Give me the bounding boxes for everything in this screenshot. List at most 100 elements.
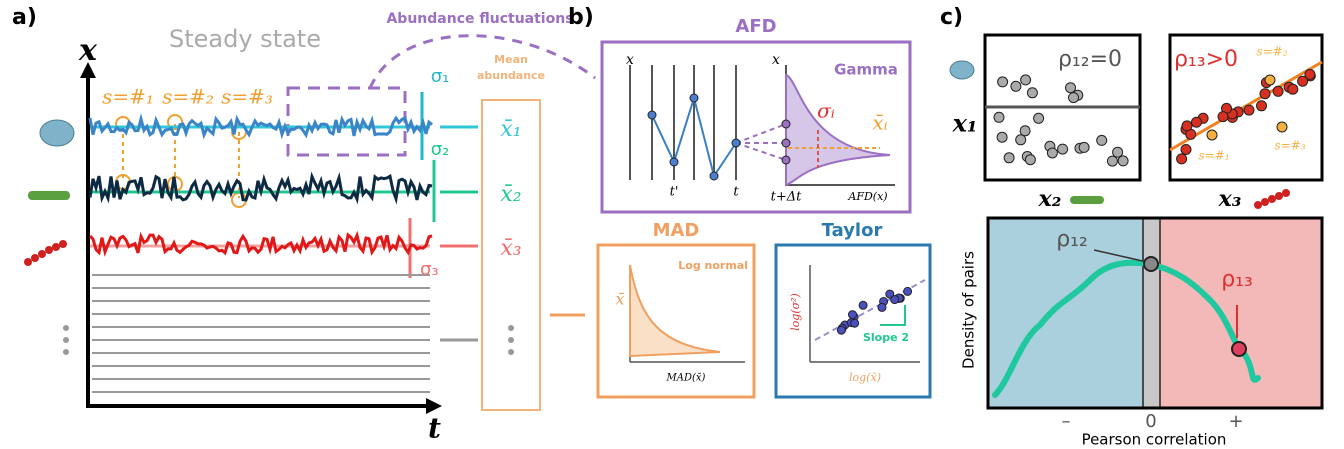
axis-label: log(x̄)	[849, 371, 881, 384]
microbe-icon	[24, 240, 67, 266]
sample-label: s=#₂	[162, 85, 214, 109]
mean-arrows	[440, 125, 585, 342]
mean-label: x̄ᵢ	[872, 111, 887, 135]
point	[1180, 144, 1192, 155]
point	[903, 286, 913, 296]
microbe-icon	[39, 119, 75, 147]
distribution: Log normal	[678, 259, 748, 272]
abundance-line	[88, 230, 433, 257]
point	[1046, 147, 1058, 159]
axis-label: AFD(x)	[847, 190, 887, 203]
rho13-point	[1231, 341, 1247, 357]
projection	[735, 123, 787, 161]
annotation: Abundance fluctuations	[386, 11, 573, 27]
axis-label: MAD(x̄)	[666, 373, 706, 384]
sample-label: s=#₂	[1256, 45, 1287, 59]
y-axis-label: x	[78, 33, 98, 68]
point	[1191, 116, 1202, 128]
point	[890, 295, 900, 305]
point	[1065, 82, 1076, 94]
point	[1003, 152, 1015, 164]
point	[1256, 100, 1267, 112]
point	[1181, 120, 1193, 132]
point	[1243, 104, 1255, 116]
points	[1176, 68, 1316, 165]
microbe-icon	[1070, 196, 1104, 204]
rho-label: ρ₁₂	[1056, 227, 1088, 252]
point	[1010, 80, 1022, 92]
point	[1019, 125, 1031, 137]
time-label: t'	[670, 185, 679, 200]
point	[885, 289, 895, 299]
time-label: t	[733, 185, 739, 200]
axis-label: x̄	[615, 290, 624, 309]
panel-label: a)	[12, 5, 37, 30]
mean-symbol: x̄₃	[500, 236, 521, 261]
gamma-curve	[785, 73, 891, 187]
sigma-label: σ₁	[431, 66, 450, 87]
tick-label: +	[1228, 411, 1243, 432]
point	[1020, 74, 1032, 86]
density-box	[986, 216, 1324, 410]
afd-title: AFD	[735, 16, 776, 37]
lognormal-curve	[629, 264, 721, 358]
panel-label: b)	[568, 5, 594, 30]
zero-band	[1142, 217, 1161, 409]
sigma-label: σᵢ	[817, 99, 835, 123]
scatter-box	[1168, 33, 1324, 182]
slope-marker	[880, 305, 906, 326]
time-series	[88, 113, 433, 393]
point	[1015, 134, 1027, 146]
rho-label: ρ₁₃	[1221, 267, 1253, 292]
mean-label: Mean	[494, 53, 528, 66]
mean-box	[481, 99, 541, 411]
slope-label: Slope 2	[863, 331, 909, 344]
taylor-title: Taylor	[822, 220, 883, 241]
axis-label: log(σ²)	[789, 293, 802, 331]
point	[1259, 88, 1271, 100]
axis-label: x₁	[952, 109, 978, 138]
dashed-link	[368, 34, 596, 89]
point	[1304, 68, 1316, 80]
positive-region	[1160, 218, 1322, 408]
sample-label: s=#₁	[102, 85, 154, 109]
scatter-title: ρ₁₂=0	[1058, 47, 1122, 72]
point	[996, 131, 1008, 143]
axis-label: x	[626, 52, 634, 68]
x-axis-label: t	[428, 412, 441, 445]
title: Steady state	[169, 25, 321, 53]
rho12-point	[1143, 256, 1159, 272]
time-label: t+Δt	[771, 190, 803, 205]
point	[1272, 85, 1284, 97]
y-axis-label: Density of pairs	[960, 251, 978, 369]
axis-label: x	[772, 52, 780, 68]
point	[997, 76, 1009, 88]
abundance-line	[88, 171, 433, 205]
point	[858, 300, 868, 310]
negative-region	[988, 218, 1143, 408]
dots	[63, 325, 514, 355]
mean-symbol: x̄₁	[500, 117, 521, 142]
afd-box	[600, 40, 912, 214]
point	[1033, 112, 1045, 124]
time-lines	[629, 65, 895, 186]
point	[1297, 75, 1309, 87]
microbe-icon	[1254, 189, 1290, 209]
points	[781, 119, 791, 165]
point	[1096, 134, 1108, 146]
point	[850, 318, 860, 328]
points	[647, 93, 741, 181]
tick-label: –	[1062, 411, 1071, 432]
x-axis-label: Pearson correlation	[1082, 431, 1227, 449]
layout	[24, 33, 1324, 414]
points	[993, 74, 1129, 167]
points	[836, 286, 913, 335]
microbe-icon	[28, 191, 70, 200]
mean-symbol: x̄₂	[500, 182, 521, 207]
sigma-label: σ₂	[431, 139, 450, 160]
arrow	[426, 398, 442, 414]
scatter-title: ρ₁₃>0	[1174, 47, 1238, 72]
axis-label: x₃	[1218, 186, 1242, 212]
arrow	[80, 62, 96, 78]
